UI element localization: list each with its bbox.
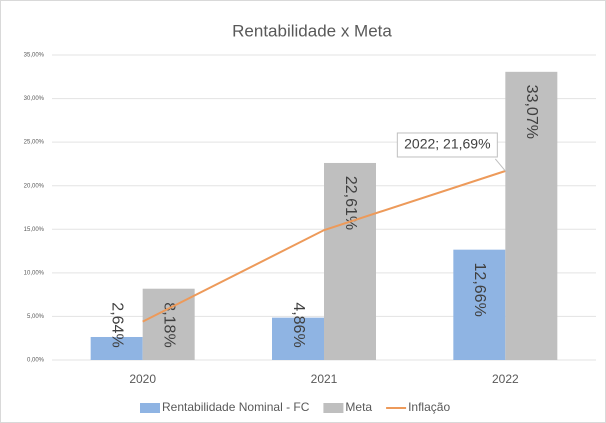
x-tick-label: 2020 [129, 372, 156, 386]
bar [324, 162, 376, 360]
y-tick-label: 5,00% [27, 314, 45, 320]
line [142, 170, 506, 323]
bar [453, 249, 506, 360]
data-label: 2022; 21,69% [404, 136, 490, 152]
bar [505, 71, 558, 360]
legend-label: Inflação [408, 400, 450, 414]
data-label: 4,86% [290, 302, 307, 347]
x-tick-label: 2021 [311, 372, 338, 386]
y-tick-label: 20,00% [24, 183, 45, 189]
legend-swatch [323, 403, 344, 413]
bar [90, 336, 143, 360]
data-label: 22,61% [342, 176, 359, 230]
label-box [396, 132, 498, 158]
data-label: 8,18% [160, 302, 177, 347]
data-label: 12,66% [471, 263, 488, 317]
data-label: 2,64% [108, 302, 125, 347]
chart-title: Rentabilidade x Meta [232, 21, 392, 40]
data-label: 33,07% [523, 85, 540, 139]
y-tick-label: 0,00% [27, 358, 45, 364]
bar [272, 317, 324, 360]
y-tick-label: 35,00% [24, 53, 45, 59]
y-tick-label: 10,00% [24, 270, 45, 276]
y-tick-label: 30,00% [24, 96, 45, 102]
y-tick-label: 25,00% [24, 140, 45, 146]
legend-label: Meta [345, 400, 372, 414]
legend-label: Rentabilidade Nominal - FC [162, 400, 310, 414]
legend-swatch [140, 403, 160, 413]
x-tick-label: 2022 [492, 372, 519, 386]
y-tick-label: 15,00% [24, 227, 45, 233]
label-leader [494, 158, 506, 172]
